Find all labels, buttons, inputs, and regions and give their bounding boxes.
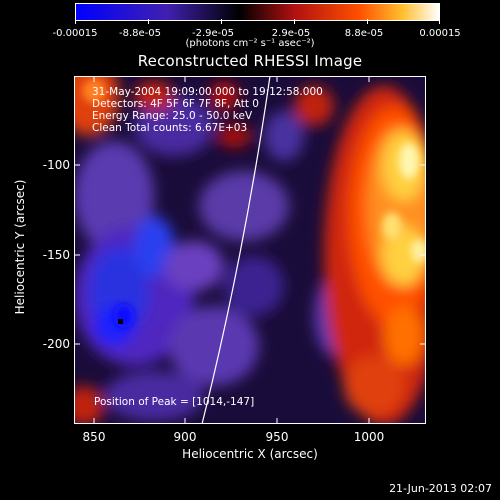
rhessi-image	[74, 76, 426, 424]
colorbar-units: (photons cm⁻² s⁻¹ asec⁻²)	[185, 38, 315, 49]
solar-limb	[201, 76, 271, 424]
colorbar-tick: -8.8e-05	[119, 28, 161, 39]
colorbar	[75, 3, 440, 21]
x-tick-label: 1000	[353, 430, 385, 444]
y-axis-label: Heliocentric Y (arcsec)	[13, 179, 27, 315]
colorbar-tick: 0.00015	[419, 28, 461, 39]
y-tick-label: -150	[42, 248, 70, 262]
info-time: 31-May-2004 19:09:00.000 to 19:12:58.000	[92, 86, 323, 98]
x-tick-label: 950	[265, 430, 289, 444]
info-detectors: Detectors: 4F 5F 6F 7F 8F, Att 0	[92, 98, 259, 110]
plot-frame	[74, 76, 426, 424]
colorbar-tick: -2.9e-05	[192, 28, 234, 39]
colorbar-tick: 8.8e-05	[344, 28, 384, 39]
x-tick-label: 900	[173, 430, 197, 444]
footer-date: 21-Jun-2013 02:07	[389, 482, 492, 495]
colorbar-tick: 2.9e-05	[271, 28, 311, 39]
info-counts: Clean Total counts: 6.67E+03	[92, 122, 248, 134]
y-tick-label: -100	[42, 158, 70, 172]
colorbar-tick: -0.00015	[52, 28, 98, 39]
x-axis-label: Heliocentric X (arcsec)	[182, 447, 318, 461]
image-title: Reconstructed RHESSI Image	[137, 52, 363, 70]
peak-position-label: Position of Peak = [1014,-147]	[94, 396, 255, 408]
x-tick-label: 850	[82, 430, 106, 444]
y-tick-label: -200	[42, 337, 70, 351]
peak-marker	[118, 319, 123, 324]
info-energy: Energy Range: 25.0 - 50.0 keV	[92, 110, 253, 122]
